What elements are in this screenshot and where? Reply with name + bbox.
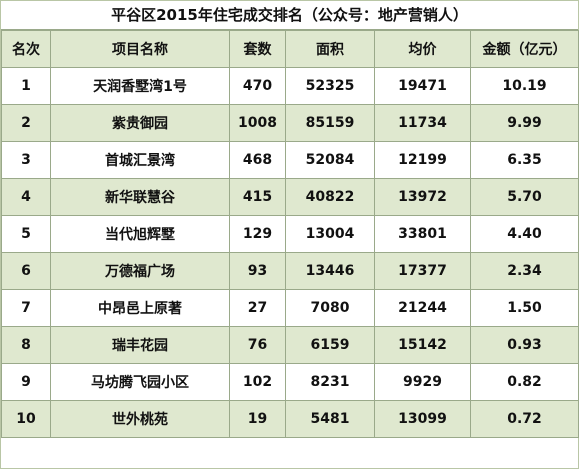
project-name-cell: 首城汇景湾 [50, 141, 230, 179]
rank-cell: 4 [1, 178, 51, 216]
rank-cell: 7 [1, 289, 51, 327]
units-cell: 19 [229, 400, 286, 438]
column-header-amount: 金额（亿元） [470, 30, 579, 68]
table-row: 3 首城汇景湾 468 52084 12199 6.35 [1, 141, 579, 179]
rank-cell: 9 [1, 363, 51, 401]
avg-price-cell: 13099 [374, 400, 471, 438]
avg-price-cell: 9929 [374, 363, 471, 401]
project-name-cell: 瑞丰花园 [50, 326, 230, 364]
avg-price-cell: 33801 [374, 215, 471, 253]
avg-price-cell: 13972 [374, 178, 471, 216]
units-cell: 27 [229, 289, 286, 327]
project-name-cell: 世外桃苑 [50, 400, 230, 438]
column-header-rank: 名次 [1, 30, 51, 68]
table-row: 2 紫贵御园 1008 85159 11734 9.99 [1, 104, 579, 142]
area-cell: 85159 [285, 104, 375, 142]
amount-cell: 10.19 [470, 67, 579, 105]
project-name-cell: 中昂邑上原著 [50, 289, 230, 327]
area-cell: 5481 [285, 400, 375, 438]
column-header-project-name: 项目名称 [50, 30, 230, 68]
table-row: 8 瑞丰花园 76 6159 15142 0.93 [1, 326, 579, 364]
amount-cell: 5.70 [470, 178, 579, 216]
units-cell: 1008 [229, 104, 286, 142]
avg-price-cell: 17377 [374, 252, 471, 290]
column-header-units: 套数 [229, 30, 286, 68]
table-row: 9 马坊腾飞园小区 102 8231 9929 0.82 [1, 363, 579, 401]
rank-cell: 2 [1, 104, 51, 142]
project-name-cell: 马坊腾飞园小区 [50, 363, 230, 401]
area-cell: 13004 [285, 215, 375, 253]
table-body: 1 天润香墅湾1号 470 52325 19471 10.19 2 紫贵御园 1008 85159… [1, 67, 579, 438]
amount-cell: 0.82 [470, 363, 579, 401]
area-cell: 13446 [285, 252, 375, 290]
avg-price-cell: 12199 [374, 141, 471, 179]
area-cell: 7080 [285, 289, 375, 327]
area-cell: 8231 [285, 363, 375, 401]
units-cell: 470 [229, 67, 286, 105]
avg-price-cell: 21244 [374, 289, 471, 327]
avg-price-cell: 15142 [374, 326, 471, 364]
rank-cell: 3 [1, 141, 51, 179]
units-cell: 76 [229, 326, 286, 364]
avg-price-cell: 11734 [374, 104, 471, 142]
column-header-area: 面积 [285, 30, 375, 68]
amount-cell: 2.34 [470, 252, 579, 290]
table-row: 4 新华联慧谷 415 40822 13972 5.70 [1, 178, 579, 216]
amount-cell: 9.99 [470, 104, 579, 142]
amount-cell: 6.35 [470, 141, 579, 179]
rank-cell: 5 [1, 215, 51, 253]
table-title: 平谷区2015年住宅成交排名（公众号：地产营销人） [1, 1, 578, 30]
table-row: 6 万德福广场 93 13446 17377 2.34 [1, 252, 579, 290]
table-row: 7 中昂邑上原著 27 7080 21244 1.50 [1, 289, 579, 327]
amount-cell: 1.50 [470, 289, 579, 327]
project-name-cell: 紫贵御园 [50, 104, 230, 142]
units-cell: 415 [229, 178, 286, 216]
units-cell: 129 [229, 215, 286, 253]
project-name-cell: 天润香墅湾1号 [50, 67, 230, 105]
table-row: 10 世外桃苑 19 5481 13099 0.72 [1, 400, 579, 438]
area-cell: 40822 [285, 178, 375, 216]
amount-cell: 4.40 [470, 215, 579, 253]
amount-cell: 0.93 [470, 326, 579, 364]
header-row: 名次 项目名称 套数 面积 均价 金额（亿元） [1, 30, 579, 68]
rank-cell: 1 [1, 67, 51, 105]
area-cell: 52084 [285, 141, 375, 179]
units-cell: 468 [229, 141, 286, 179]
rank-cell: 10 [1, 400, 51, 438]
project-name-cell: 万德福广场 [50, 252, 230, 290]
units-cell: 93 [229, 252, 286, 290]
amount-cell: 0.72 [470, 400, 579, 438]
units-cell: 102 [229, 363, 286, 401]
ranking-table: 名次 项目名称 套数 面积 均价 金额（亿元） 1 天润香墅湾1号 470 52325… [1, 30, 579, 438]
table-row: 5 当代旭辉墅 129 13004 33801 4.40 [1, 215, 579, 253]
column-header-avg-price: 均价 [374, 30, 471, 68]
table-row: 1 天润香墅湾1号 470 52325 19471 10.19 [1, 67, 579, 105]
rank-cell: 6 [1, 252, 51, 290]
area-cell: 6159 [285, 326, 375, 364]
rank-cell: 8 [1, 326, 51, 364]
project-name-cell: 新华联慧谷 [50, 178, 230, 216]
area-cell: 52325 [285, 67, 375, 105]
project-name-cell: 当代旭辉墅 [50, 215, 230, 253]
avg-price-cell: 19471 [374, 67, 471, 105]
